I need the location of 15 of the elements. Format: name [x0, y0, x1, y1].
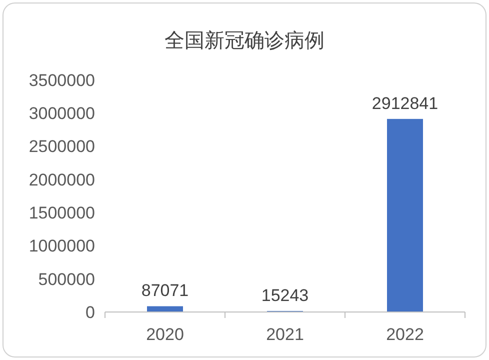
y-tick-label: 2500000 [28, 137, 95, 156]
y-tick-label: 1500000 [28, 204, 95, 223]
y-tick-label: 500000 [38, 270, 95, 289]
y-tick-label: 3500000 [28, 70, 95, 90]
chart-title: 全国新冠确诊病例 [164, 30, 324, 52]
x-tick-label: 2021 [266, 325, 304, 344]
y-tick-label: 3000000 [28, 104, 95, 124]
x-tick-label: 2020 [146, 325, 184, 344]
data-label: 15243 [261, 286, 309, 305]
y-tick-label: 0 [86, 302, 95, 322]
data-label: 2912841 [372, 94, 438, 113]
data-label: 87071 [141, 281, 189, 300]
y-tick-label: 1000000 [28, 236, 95, 256]
x-tick-label: 2022 [386, 325, 424, 344]
y-tick-label: 2000000 [28, 170, 95, 190]
